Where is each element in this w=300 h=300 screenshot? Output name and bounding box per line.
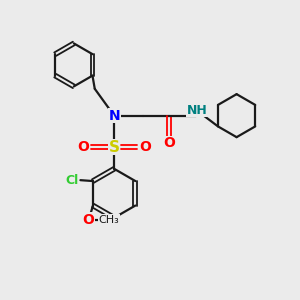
- Text: O: O: [164, 136, 175, 150]
- Text: O: O: [82, 213, 94, 226]
- Text: O: O: [139, 140, 151, 154]
- Text: O: O: [77, 140, 89, 154]
- Text: NH: NH: [187, 104, 208, 117]
- Text: Cl: Cl: [65, 174, 79, 187]
- Text: S: S: [109, 140, 120, 154]
- Text: N: N: [108, 109, 120, 123]
- Text: CH₃: CH₃: [99, 214, 119, 225]
